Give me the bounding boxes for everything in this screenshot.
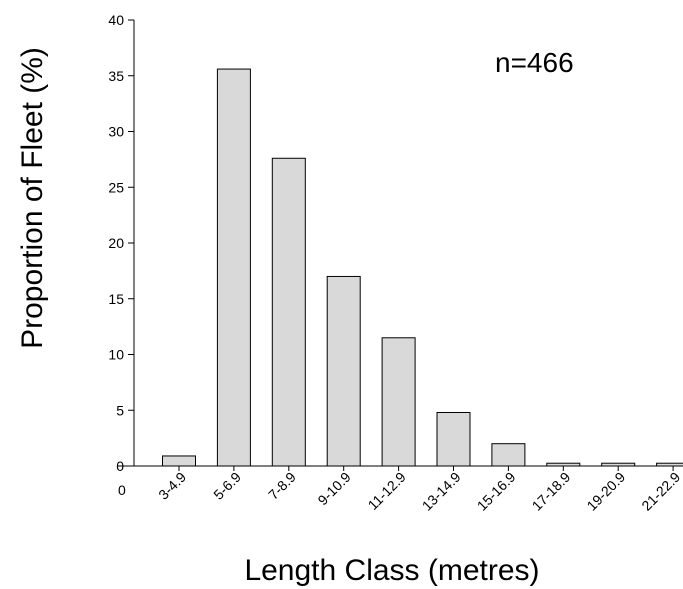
y-tick-label: 40: [108, 12, 124, 28]
x-tick-labels: 3-4.9 5-6.9 7-8.9 9-10.9 11-12.9 13-14.9 15-16…: [155, 469, 683, 514]
y-tick-label: 5: [116, 402, 124, 418]
origin-label: 0: [118, 482, 126, 498]
x-tick-label: 9-10.9: [314, 469, 354, 509]
x-tick-label: 5-6.9: [210, 469, 244, 503]
bar-9-10.9: [326, 275, 361, 467]
x-tick-label: 7-8.9: [265, 469, 299, 503]
x-axis: [118, 465, 683, 471]
y-tick-label: 35: [108, 68, 124, 84]
y-tick-label: 10: [108, 347, 124, 363]
x-tick-label: 17-18.9: [529, 469, 574, 514]
bar-11-12.9: [381, 337, 416, 467]
x-axis-title: Length Class (metres): [244, 554, 539, 587]
bar-19-20.9: [601, 462, 636, 467]
x-tick-label: 15-16.9: [474, 469, 519, 514]
y-tick-label: 25: [108, 179, 124, 195]
bar-15-16.9: [491, 443, 526, 467]
x-tick-label: 11-12.9: [365, 469, 409, 513]
bar-5-6.9: [216, 68, 251, 467]
bars: [162, 68, 683, 467]
sample-size-annotation: n=466: [495, 47, 574, 78]
x-tick-label: 21-22.9: [638, 469, 683, 514]
x-tick-label: 13-14.9: [419, 469, 464, 514]
bar-13-14.9: [436, 411, 471, 467]
x-tick-label: 19-20.9: [583, 469, 628, 514]
y-axis-title: Proportion of Fleet (%): [16, 47, 49, 349]
y-tick-label: 15: [108, 291, 124, 307]
y-tick-label: 20: [108, 235, 124, 251]
bar-3-4.9: [162, 455, 196, 467]
bar-17-18.9: [546, 462, 581, 467]
bar-7-8.9: [271, 157, 306, 467]
y-tick-label: 30: [108, 124, 124, 140]
x-tick-label: 3-4.9: [155, 469, 189, 503]
bar-21-22.9: [656, 462, 683, 467]
